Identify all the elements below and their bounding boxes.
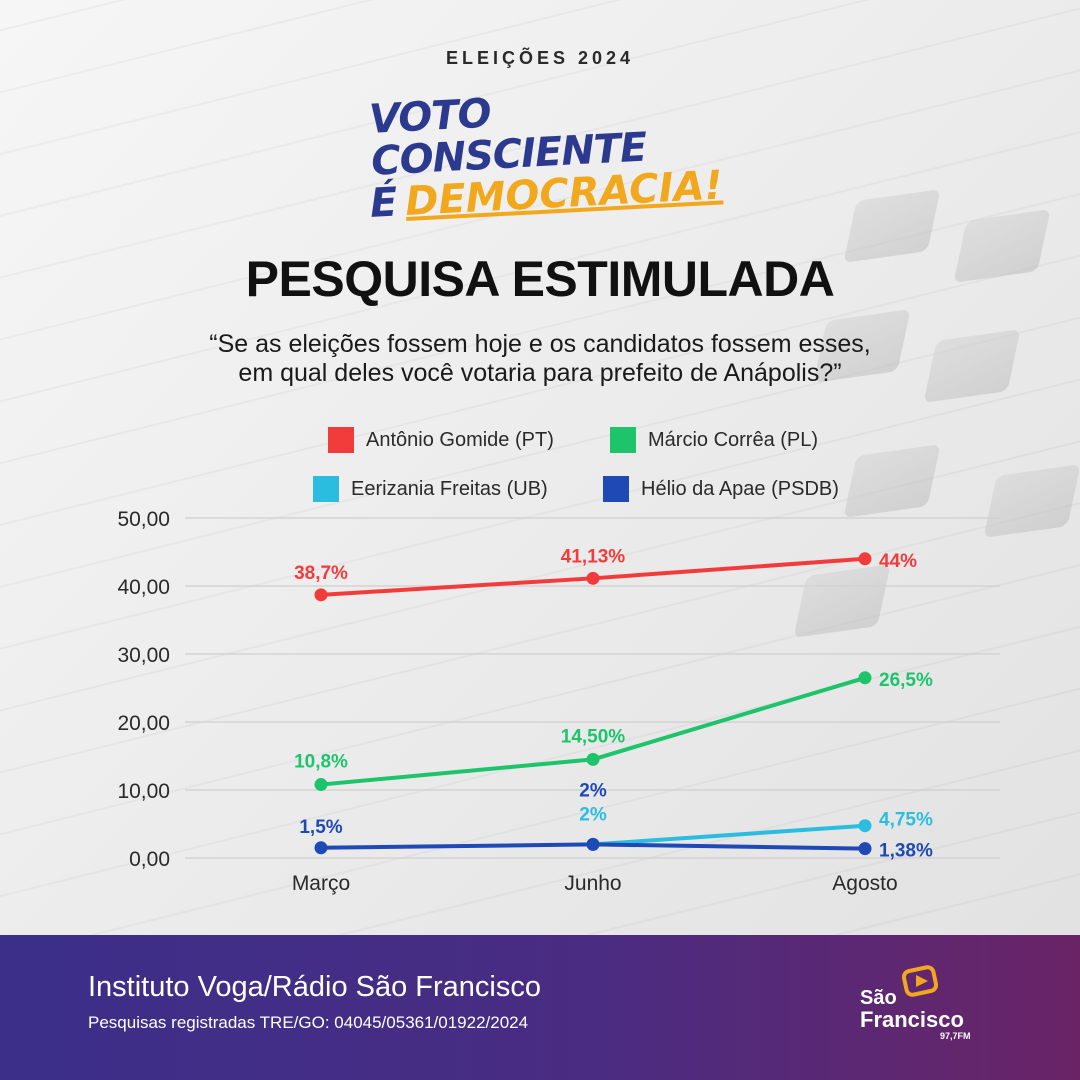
data-point xyxy=(858,842,872,856)
data-label: 14,50% xyxy=(561,726,626,747)
election-kicker: ELEIÇÕES 2024 xyxy=(445,48,635,68)
legend-swatch-freitas xyxy=(313,476,339,502)
y-tick-label: 20,00 xyxy=(117,712,170,735)
data-label: 1,38% xyxy=(879,841,933,862)
logo-name-line-1: São xyxy=(860,987,897,1009)
data-label: 4,75% xyxy=(879,810,933,831)
data-point xyxy=(858,671,872,685)
legend-item-correa: Márcio Corrêa (PL) xyxy=(610,427,818,453)
data-label: 38,7% xyxy=(294,563,348,584)
line-chart: 0,00 10,00 20,00 30,00 40,00 50,00 Março Junho A… xyxy=(117,508,1000,895)
y-tick-label: 40,00 xyxy=(117,576,170,599)
legend-label-gomide: Antônio Gomide (PT) xyxy=(366,428,554,451)
survey-question-line-1: “Se as eleições fossem hoje e os candida… xyxy=(209,330,871,358)
data-label: 10,8% xyxy=(294,752,348,773)
data-label: 2% xyxy=(579,780,607,801)
data-point xyxy=(586,571,600,585)
y-tick-label: 30,00 xyxy=(117,644,170,667)
legend-swatch-helio xyxy=(603,476,629,502)
background-photo xyxy=(0,0,1080,935)
data-label: 1,5% xyxy=(299,817,342,838)
radio-logo: São Francisco 97,7FM xyxy=(858,965,978,1055)
survey-question-line-2: em qual deles você votaria para prefeito… xyxy=(238,359,842,387)
data-label: 44% xyxy=(879,551,917,572)
data-label: 41,13% xyxy=(561,546,626,567)
legend-swatch-correa xyxy=(610,427,636,453)
logo-frequency: 97,7FM xyxy=(940,1031,971,1041)
logo-name-line-2: Francisco xyxy=(860,1007,964,1032)
legend-label-helio: Hélio da Apae (PSDB) xyxy=(641,477,839,500)
y-tick-label: 10,00 xyxy=(117,780,170,803)
x-tick-label: Março xyxy=(292,872,350,895)
x-tick-label: Junho xyxy=(564,872,621,895)
data-point xyxy=(586,837,600,851)
legend-item-helio: Hélio da Apae (PSDB) xyxy=(603,476,839,502)
y-tick-label: 50,00 xyxy=(117,508,170,531)
data-point xyxy=(858,552,872,566)
data-point xyxy=(314,778,328,792)
data-point xyxy=(586,752,600,766)
play-icon xyxy=(902,965,939,997)
legend-label-correa: Márcio Corrêa (PL) xyxy=(648,428,819,451)
legend-swatch-gomide xyxy=(328,427,354,453)
legend-item-gomide: Antônio Gomide (PT) xyxy=(328,427,554,453)
data-label: 2% xyxy=(579,804,607,825)
legend-label-freitas: Eerizania Freitas (UB) xyxy=(351,477,548,500)
footer-bar: Instituto Voga/Rádio São Francisco Pesqu… xyxy=(0,935,1080,1080)
data-label: 26,5% xyxy=(879,670,933,691)
data-point xyxy=(858,819,872,833)
footer-source: Instituto Voga/Rádio São Francisco xyxy=(88,971,541,1003)
footer-registration: Pesquisas registradas TRE/GO: 04045/0536… xyxy=(88,1013,529,1032)
legend-item-freitas: Eerizania Freitas (UB) xyxy=(313,476,548,502)
series-line xyxy=(591,823,867,847)
data-point xyxy=(314,588,328,602)
survey-question: “Se as eleições fossem hoje e os candida… xyxy=(140,330,940,388)
page-title: PESQUISA ESTIMULADA xyxy=(245,251,835,307)
data-point xyxy=(314,841,328,855)
x-tick-label: Agosto xyxy=(832,872,897,895)
y-tick-label: 0,00 xyxy=(129,848,170,871)
